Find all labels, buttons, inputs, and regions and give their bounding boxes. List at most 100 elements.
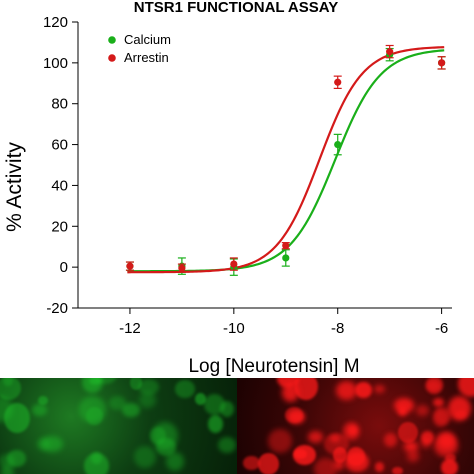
cell-blob — [130, 378, 143, 390]
cell-blob — [0, 378, 21, 401]
cell-blob — [40, 435, 64, 453]
cell-blob — [0, 454, 15, 468]
cell-blob — [445, 453, 457, 463]
data-point-arrestin — [126, 262, 134, 270]
cell-blob — [2, 378, 14, 387]
cell-blob — [122, 402, 140, 417]
cell-blob — [218, 436, 236, 453]
cell-blob — [407, 450, 420, 463]
data-point-calcium — [334, 140, 342, 149]
legend-marker-calcium — [108, 36, 116, 44]
cell-blob — [37, 396, 48, 406]
cell-blob — [7, 450, 26, 467]
cell-blob — [391, 466, 403, 474]
cell-blob — [333, 458, 344, 470]
micrograph-strip — [0, 378, 474, 474]
cell-blob — [345, 452, 369, 472]
calcium-micrograph — [0, 378, 237, 474]
cell-blob — [150, 426, 166, 445]
cell-blob — [174, 380, 195, 398]
x-tick-label: -10 — [223, 320, 245, 337]
fit-curve-calcium — [127, 49, 445, 273]
x-tick-label: -8 — [331, 320, 344, 337]
cell-blob — [3, 402, 30, 433]
data-point-calcium — [282, 254, 290, 262]
cell-blob — [398, 407, 407, 417]
arrestin-micrograph — [237, 378, 474, 474]
cell-blob — [203, 393, 226, 416]
cell-blob — [458, 378, 474, 397]
x-axis-title: Log [Neurotensin] M — [188, 356, 359, 377]
cell-blob — [0, 396, 13, 422]
data-point-arrestin — [178, 264, 186, 272]
cell-blob — [448, 395, 472, 421]
data-point-arrestin — [334, 78, 342, 86]
cell-blob — [93, 378, 118, 385]
cell-blob — [335, 381, 357, 401]
cell-blob — [139, 391, 156, 408]
cell-blob — [330, 435, 340, 443]
cell-blob — [455, 409, 467, 420]
cell-blob — [342, 421, 360, 440]
cell-blob — [86, 406, 104, 426]
cell-blob — [109, 396, 127, 410]
cell-blob — [155, 437, 177, 457]
data-point-arrestin — [282, 242, 290, 250]
cell-blob — [434, 434, 458, 458]
cell-blob — [373, 384, 386, 394]
data-point-arrestin — [438, 59, 446, 67]
legend: Calcium Arrestin — [108, 32, 171, 65]
cell-blob — [420, 438, 432, 449]
cell-blob — [293, 449, 308, 460]
cell-blob — [152, 421, 179, 451]
cell-blob — [37, 438, 50, 451]
cell-blob — [31, 403, 47, 417]
cell-blob — [243, 455, 261, 471]
cell-blob — [374, 462, 384, 472]
cell-blob — [285, 406, 304, 424]
cell-blob — [268, 429, 292, 454]
cell-blob — [308, 431, 323, 443]
y-tick-label: -20 — [46, 300, 68, 317]
cell-blob — [82, 378, 103, 393]
y-tick-label: 0 — [60, 259, 68, 276]
data-point-arrestin — [386, 48, 394, 56]
cell-blob — [138, 378, 160, 395]
y-axis-ticks: -20 0 20 40 60 80 100 120 — [43, 14, 78, 317]
x-tick-label: -6 — [435, 320, 448, 337]
y-tick-label: 60 — [51, 137, 68, 154]
legend-label-arrestin: Arrestin — [124, 50, 169, 65]
cell-blob — [133, 445, 156, 469]
cell-blob — [165, 451, 184, 471]
cell-blob — [277, 378, 299, 388]
data-point-arrestin — [230, 260, 238, 268]
cell-blob — [1, 465, 14, 474]
cell-blob — [403, 441, 419, 452]
cell-blob — [78, 395, 107, 423]
data-points — [125, 44, 446, 276]
y-tick-label: 120 — [43, 14, 68, 31]
legend-label-calcium: Calcium — [124, 32, 171, 47]
cell-blob — [434, 407, 451, 425]
cell-blob — [194, 392, 207, 406]
fit-curve-arrestin — [127, 46, 445, 274]
cell-blob — [415, 404, 429, 417]
cell-blob — [433, 397, 444, 408]
x-axis-ticks: -12 -10 -8 -6 — [119, 308, 448, 337]
cell-blob — [219, 400, 234, 417]
cell-blob — [425, 379, 442, 393]
y-tick-label: 80 — [51, 96, 68, 113]
legend-marker-arrestin — [108, 54, 116, 62]
y-tick-label: 40 — [51, 177, 68, 194]
cell-blob — [355, 381, 372, 399]
x-tick-label: -12 — [119, 320, 141, 337]
cell-blob — [432, 409, 449, 427]
y-tick-label: 20 — [51, 218, 68, 235]
cell-blob — [257, 452, 280, 474]
y-tick-label: 100 — [43, 55, 68, 72]
cell-blob — [397, 421, 418, 444]
cell-blob — [294, 378, 318, 401]
fit-curves — [127, 46, 445, 274]
cell-blob — [383, 433, 398, 448]
